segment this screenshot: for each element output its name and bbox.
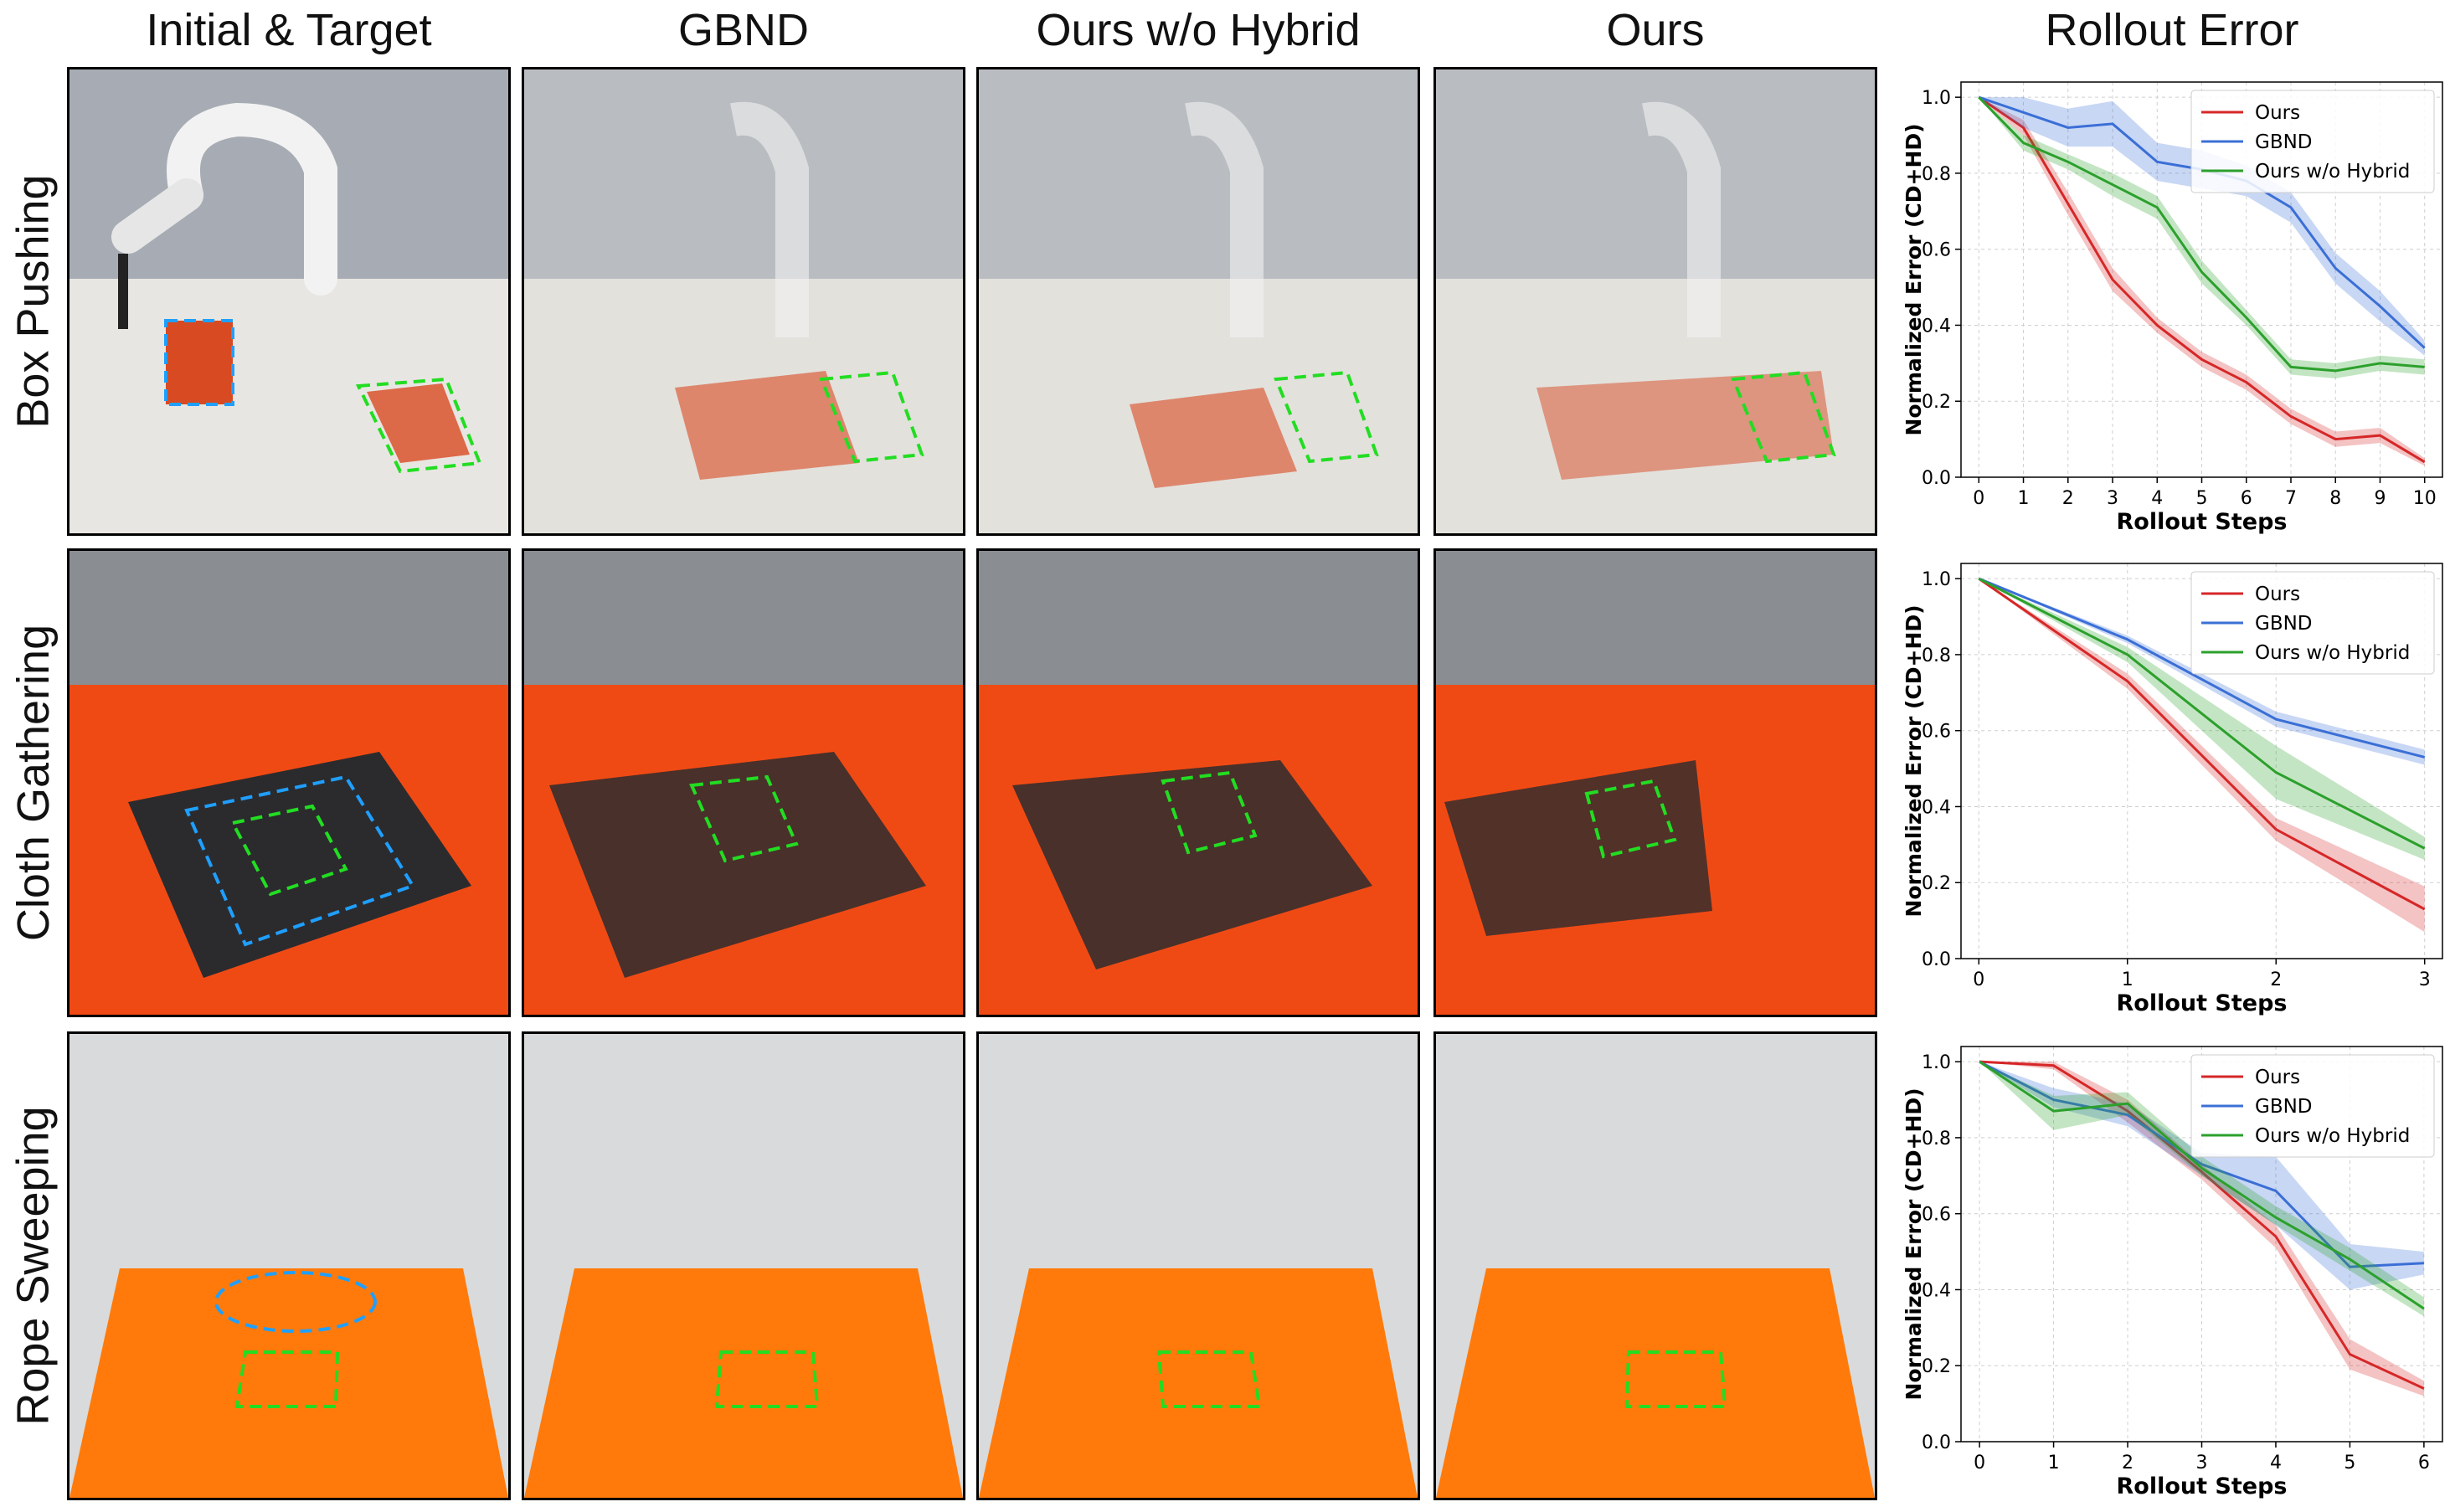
x-tick-label: 5	[2344, 1453, 2355, 1473]
x-tick-label: 3	[2419, 969, 2431, 990]
y-tick-label: 0.8	[1922, 164, 1951, 185]
x-tick-label: 2	[2062, 488, 2074, 509]
row-label-cloth-gathering: Cloth Gathering	[8, 624, 59, 942]
series-line-ours	[1978, 577, 2426, 911]
y-tick-label: 0.4	[1922, 316, 1951, 337]
x-tick-label: 2	[2270, 969, 2282, 990]
x-axis-label: Rollout Steps	[2117, 509, 2288, 535]
column-header-gbnd: GBND	[677, 5, 809, 55]
series-line-gbnd	[1978, 577, 2426, 759]
photo-box-pushing-ours-wo-hybrid	[976, 67, 1420, 536]
column-header-hybrid: Ours w/o Hybrid	[1036, 5, 1361, 55]
x-tick-label: 0	[1974, 1453, 1985, 1473]
x-tick-label: 8	[2329, 488, 2341, 509]
x-tick-label: 1	[2018, 488, 2030, 509]
plot-frame	[1960, 563, 2443, 959]
y-tick-label: 1.0	[1922, 1052, 1951, 1073]
legend-label-hybrid: Ours w/o Hybrid	[2255, 161, 2410, 183]
x-tick-label: 5	[2196, 488, 2208, 509]
confidence-band-hybrid	[1979, 579, 2425, 860]
row-label-rope-sweeping: Rope Sweeping	[8, 1106, 59, 1426]
confidence-band-gbnd	[1979, 1062, 2424, 1290]
photo-cloth-gathering-ours	[1433, 548, 1877, 1017]
x-axis-label: Rollout Steps	[2117, 1473, 2288, 1499]
y-tick-label: 1.0	[1922, 569, 1951, 590]
y-tick-label: 0.6	[1922, 722, 1951, 743]
legend-label-ours: Ours	[2255, 584, 2300, 605]
legend-label-hybrid: Ours w/o Hybrid	[2255, 642, 2410, 664]
row-label-box-pushing: Box Pushing	[8, 174, 59, 429]
photo-box-pushing-ours	[1433, 67, 1877, 536]
legend-box	[2190, 1054, 2435, 1158]
confidence-band-ours	[1979, 97, 2425, 466]
rollout-error-chart-box-pushing: 0.0 0.2 0.4 0.6 0.8 1.0 0 1 2 3 4 5 6 7 8 9 10 Rollout St…	[1894, 67, 2450, 536]
photo-box-pushing-initial	[67, 67, 511, 536]
legend-label-hybrid: Ours w/o Hybrid	[2255, 1125, 2410, 1147]
x-tick-label: 6	[2418, 1453, 2430, 1473]
y-axis-label: Normalized Error (CD+HD)	[1902, 1088, 1926, 1400]
x-tick-label: 1	[2122, 969, 2133, 990]
legend-label-ours: Ours	[2255, 102, 2300, 124]
confidence-band-ours	[1979, 1062, 2424, 1396]
legend-label-gbnd: GBND	[2255, 131, 2313, 153]
photo-cloth-gathering-initial	[67, 548, 511, 1017]
series-line-hybrid	[1978, 577, 2426, 850]
confidence-band-hybrid	[1979, 1062, 2424, 1317]
legend-label-gbnd: GBND	[2255, 613, 2313, 635]
y-tick-label: 0.2	[1922, 392, 1951, 413]
x-tick-label: 7	[2285, 488, 2297, 509]
x-tick-label: 0	[1973, 488, 1984, 509]
photo-rope-sweeping-ours-wo-hybrid	[976, 1031, 1420, 1500]
rollout-error-chart-rope-sweeping: 0.0 0.2 0.4 0.6 0.8 1.0 0 1 2 3 4 5 6 Rollout Steps No…	[1894, 1031, 2450, 1500]
legend-box	[2190, 571, 2435, 675]
column-header-ours: Ours	[1606, 5, 1705, 55]
x-tick-label: 9	[2374, 488, 2386, 509]
x-tick-label: 3	[2107, 488, 2118, 509]
x-tick-label: 3	[2196, 1453, 2208, 1473]
photo-rope-sweeping-gbnd	[522, 1031, 965, 1500]
y-tick-label: 0.4	[1922, 1280, 1951, 1301]
confidence-band-gbnd	[1979, 97, 2425, 356]
y-axis-label: Normalized Error (CD+HD)	[1902, 604, 1926, 917]
y-tick-label: 0.6	[1922, 1205, 1951, 1226]
y-tick-label: 0.2	[1922, 1356, 1951, 1377]
y-tick-label: 0.0	[1922, 1432, 1951, 1453]
photo-rope-sweeping-ours	[1433, 1031, 1877, 1500]
legend-box	[2190, 90, 2435, 193]
y-tick-label: 0.6	[1922, 240, 1951, 261]
x-tick-label: 1	[2048, 1453, 2060, 1473]
x-tick-label: 10	[2413, 488, 2437, 509]
x-tick-label: 4	[2270, 1453, 2282, 1473]
confidence-band-hybrid	[1979, 97, 2425, 379]
y-tick-label: 0.8	[1922, 645, 1951, 666]
photo-cloth-gathering-gbnd	[522, 548, 965, 1017]
photo-cloth-gathering-ours-wo-hybrid	[976, 548, 1420, 1017]
y-tick-label: 0.2	[1922, 873, 1951, 894]
photo-rope-sweeping-initial	[67, 1031, 511, 1500]
x-tick-label: 2	[2122, 1453, 2133, 1473]
y-tick-label: 0.4	[1922, 797, 1951, 818]
x-tick-label: 4	[2151, 488, 2163, 509]
legend-label-ours: Ours	[2255, 1067, 2300, 1088]
x-tick-label: 6	[2241, 488, 2252, 509]
legend-label-gbnd: GBND	[2255, 1096, 2313, 1118]
x-axis-label: Rollout Steps	[2117, 990, 2288, 1016]
y-tick-label: 1.0	[1922, 88, 1951, 109]
photo-box-pushing-gbnd	[522, 67, 965, 536]
rollout-error-chart-cloth-gathering: 0.0 0.2 0.4 0.6 0.8 1.0 0 1 2 3 Rollout Steps Norma…	[1894, 548, 2450, 1017]
column-header-initial: Initial & Target	[146, 5, 432, 55]
column-header-rollout-error: Rollout Error	[2045, 5, 2299, 55]
y-tick-label: 0.8	[1922, 1129, 1951, 1149]
y-tick-label: 0.0	[1922, 468, 1951, 489]
x-tick-label: 0	[1973, 969, 1984, 990]
y-axis-label: Normalized Error (CD+HD)	[1902, 123, 1926, 435]
y-tick-label: 0.0	[1922, 949, 1951, 970]
